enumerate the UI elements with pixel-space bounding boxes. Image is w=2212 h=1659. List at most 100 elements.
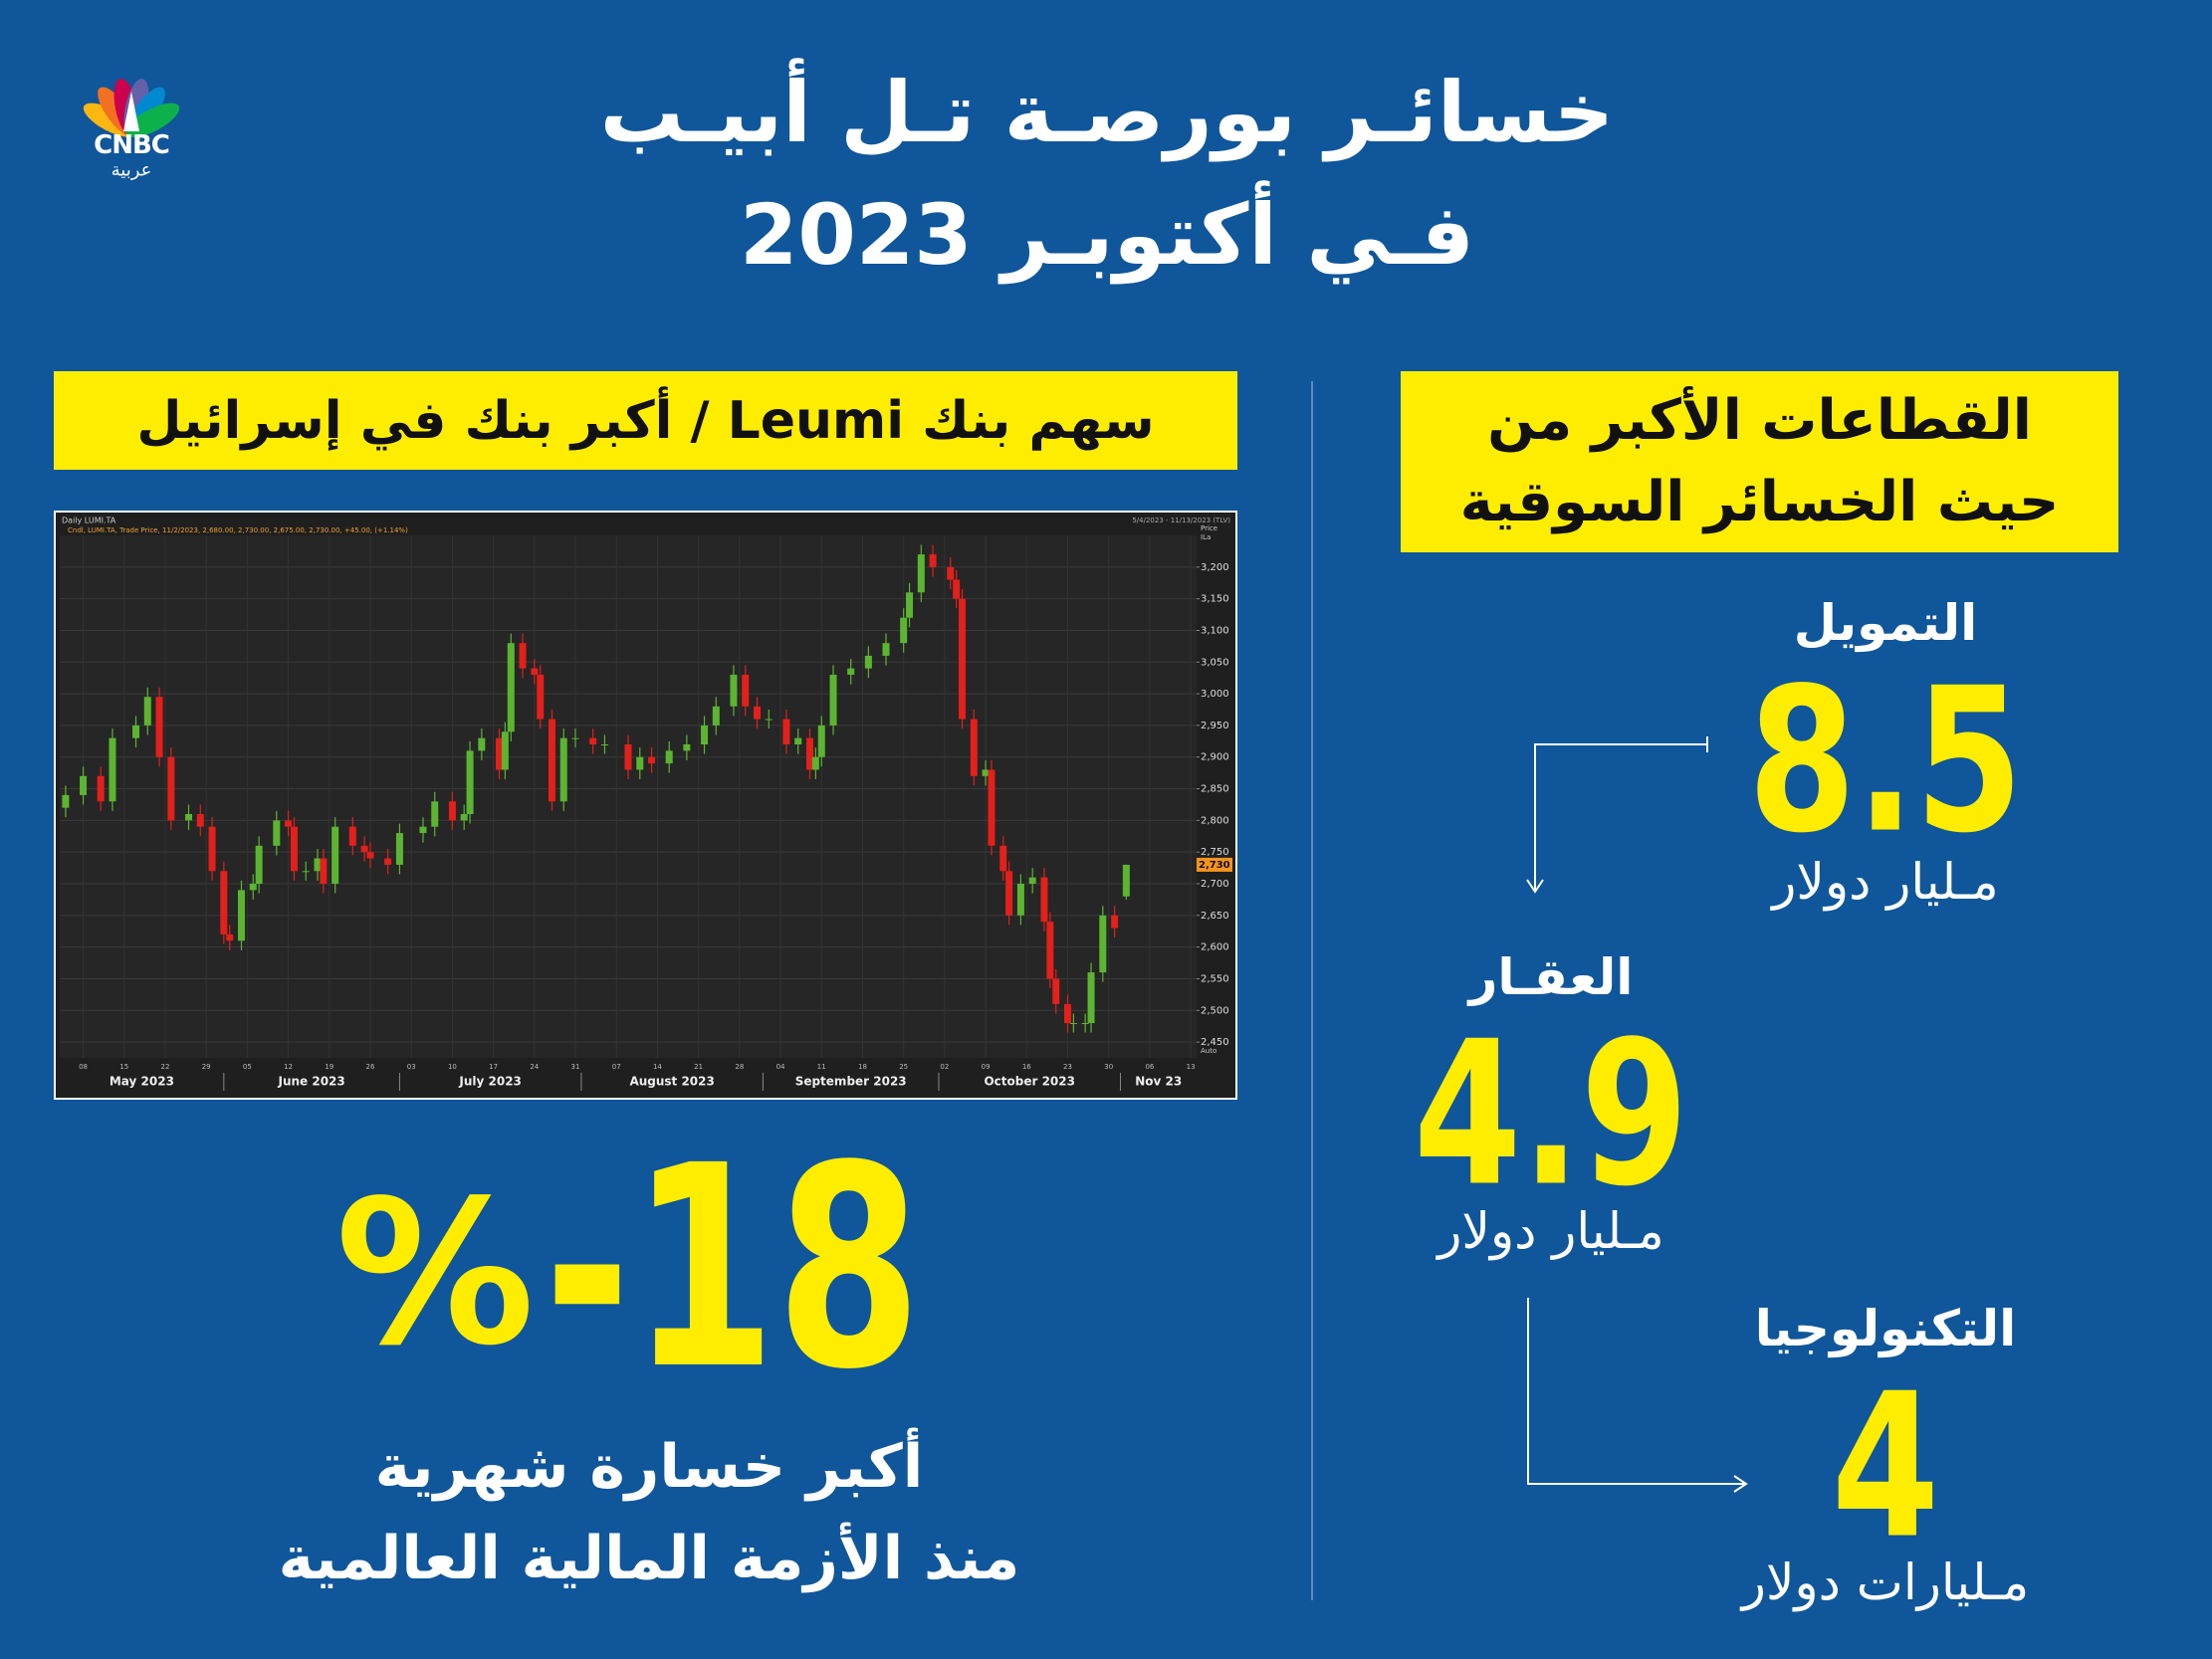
- caption: منذ الأزمة المالية العالمية: [278, 1524, 1020, 1593]
- candle-body: [712, 706, 720, 726]
- logo-name: CNBC: [94, 130, 170, 160]
- left-heading-box: سهم بنك Leumi / أكبر بنك في إسرائيل: [54, 371, 1237, 470]
- candle-body: [320, 858, 328, 884]
- x-tick-label: 23: [1063, 1063, 1072, 1071]
- y-tick-label: 2,750: [1201, 847, 1229, 858]
- candle-body: [196, 814, 204, 827]
- month-label: May 2023: [110, 1075, 174, 1089]
- candle-body: [348, 826, 356, 846]
- candle-body: [953, 579, 961, 599]
- candle-body: [847, 668, 855, 675]
- candle-body: [701, 725, 709, 744]
- candle-body: [811, 756, 819, 770]
- candle-body: [589, 737, 597, 744]
- candle-body: [742, 675, 750, 707]
- candle-body: [805, 737, 813, 770]
- candle-body: [1046, 922, 1054, 979]
- y-tick-label: 3,100: [1201, 625, 1229, 636]
- y-tick-label: 2,450: [1201, 1037, 1229, 1048]
- candle-body: [906, 592, 914, 618]
- change-unit: %: [334, 1157, 536, 1390]
- right-heading: حيث الخسائر السوقية: [1459, 470, 2060, 534]
- candle-body: [1087, 972, 1095, 1023]
- candle-body: [864, 655, 872, 669]
- candle-body: [1111, 915, 1119, 929]
- title: خسائـر بورصـة تـل أبيـب: [599, 64, 1615, 161]
- sector-unit: مـليار دولار: [1772, 853, 1999, 911]
- candle-body: [648, 756, 656, 764]
- logo-peacock: [83, 79, 180, 137]
- candle-body: [332, 826, 339, 884]
- month-label: Nov 23: [1135, 1075, 1182, 1089]
- month-label: June 2023: [277, 1075, 344, 1089]
- x-tick-label: 22: [160, 1063, 169, 1071]
- x-tick-label: 15: [119, 1063, 128, 1071]
- sector-value: 8.5: [1747, 645, 2024, 878]
- candle-body: [255, 845, 263, 884]
- x-tick-label: 24: [530, 1063, 539, 1071]
- x-tick-label: 09: [982, 1063, 991, 1071]
- candle-body: [624, 744, 632, 770]
- candle-body: [62, 794, 70, 808]
- x-tick-label: 02: [940, 1063, 949, 1071]
- y-tick-label: 2,700: [1201, 879, 1229, 890]
- month-label: July 2023: [458, 1075, 522, 1089]
- candle-body: [571, 737, 579, 739]
- candle-body: [97, 775, 105, 802]
- candle-body: [185, 814, 193, 821]
- candle-body: [208, 826, 216, 872]
- sector-name: العقـار: [1468, 948, 1634, 1006]
- candle-body: [754, 706, 762, 720]
- left-heading: سهم بنك Leumi / أكبر بنك في إسرائيل: [136, 390, 1155, 451]
- candle-body: [384, 858, 392, 865]
- x-tick-label: 28: [735, 1063, 744, 1071]
- candle-body: [636, 756, 644, 770]
- stock-chart: Daily LUMI.TA Cndl, LUMI.TA, Trade Price…: [54, 511, 1237, 1100]
- candle-body: [501, 731, 509, 770]
- right-heading: القطاعات الأكبر من: [1487, 388, 2032, 453]
- caption: أكبر خسارة شهرية: [374, 1432, 924, 1502]
- x-tick-label: 12: [284, 1063, 293, 1071]
- plot-area: [60, 535, 1197, 1058]
- y-tick-label: 2,800: [1201, 815, 1229, 826]
- y-tick-label: 2,650: [1201, 911, 1229, 922]
- candle-body: [395, 833, 403, 865]
- scale-label: Auto: [1201, 1047, 1217, 1055]
- x-tick-label: 17: [489, 1063, 498, 1071]
- candle-body: [900, 617, 908, 644]
- y-tick-label: 2,550: [1201, 973, 1229, 984]
- month-label: August 2023: [629, 1075, 714, 1089]
- candle-body: [959, 598, 967, 720]
- right-heading-box: القطاعات الأكبر من حيث الخسائر السوقية: [1401, 371, 2118, 552]
- x-tick-label: 07: [612, 1063, 621, 1071]
- candle-body: [448, 801, 456, 821]
- candle-body: [285, 820, 293, 827]
- candle-body: [999, 845, 1007, 872]
- candle-body: [548, 719, 555, 802]
- candle-body: [882, 643, 890, 656]
- x-tick-label: 11: [817, 1063, 826, 1071]
- candle-body: [1081, 1023, 1089, 1024]
- y-tick-label: 2,850: [1201, 784, 1229, 795]
- x-tick-label: 13: [1187, 1063, 1196, 1071]
- candle-body: [1052, 978, 1060, 1004]
- candle-body: [947, 566, 955, 580]
- candle-body: [478, 737, 486, 751]
- candle-body: [970, 719, 978, 776]
- change-value: -18: [544, 1107, 922, 1431]
- y-tick-label: 3,150: [1201, 594, 1229, 605]
- chart-title: Daily LUMI.TA: [62, 517, 116, 525]
- candle-body: [226, 933, 234, 941]
- sector-value: 4: [1831, 1350, 1940, 1583]
- x-tick-label: 21: [694, 1063, 703, 1071]
- y-tick-label: 2,950: [1201, 721, 1229, 731]
- candle-body: [155, 697, 163, 757]
- candle-body: [765, 719, 773, 721]
- candle-body: [366, 852, 374, 859]
- candle-body: [1069, 1023, 1077, 1024]
- candle-body: [273, 820, 281, 846]
- candle-body: [519, 643, 527, 669]
- candle-body: [109, 737, 116, 802]
